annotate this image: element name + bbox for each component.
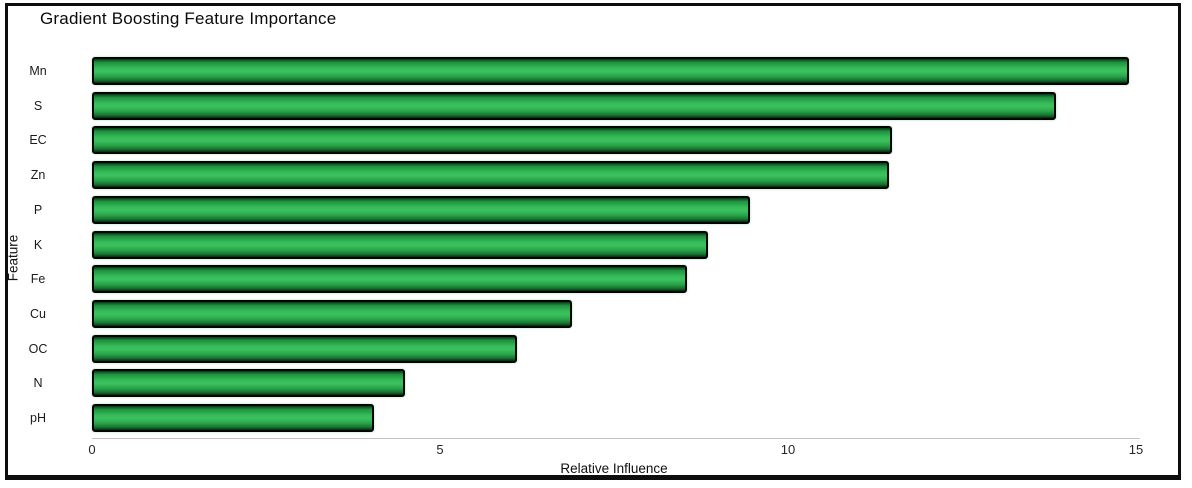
bar-p — [92, 195, 750, 224]
bar-ph — [92, 404, 374, 432]
y-tick-label-s: S — [33, 98, 43, 113]
bar-fe — [92, 265, 688, 294]
bar-zn — [92, 161, 889, 190]
bar-cu — [92, 299, 573, 328]
y-tick-label-ec: EC — [29, 133, 47, 148]
y-tick-label-ph: pH — [30, 411, 46, 425]
y-tick-label-zn: Zn — [30, 168, 46, 183]
x-tick-label-15: 15 — [1128, 442, 1144, 457]
y-tick-label-p: P — [33, 202, 43, 217]
chart-title: Gradient Boosting Feature Importance — [40, 9, 337, 28]
bar-k — [92, 230, 708, 259]
bar-s — [92, 91, 1056, 120]
bar-oc — [92, 334, 517, 363]
x-tick-label-5: 5 — [436, 442, 444, 457]
x-axis-line — [92, 438, 1140, 439]
y-tick-label-mn: Mn — [29, 64, 47, 78]
x-tick-label-0: 0 — [88, 442, 96, 457]
y-tick-label-n: N — [33, 376, 43, 391]
bar-n — [92, 369, 406, 398]
y-tick-label-k: K — [33, 237, 43, 252]
y-tick-label-cu: Cu — [30, 306, 46, 321]
bar-ec — [92, 126, 893, 155]
bar-mn — [92, 57, 1130, 85]
x-axis-label: Relative Influence — [560, 461, 668, 476]
y-tick-label-fe: Fe — [30, 272, 46, 287]
x-tick-label-10: 10 — [780, 442, 796, 457]
y-tick-label-oc: OC — [28, 341, 48, 356]
